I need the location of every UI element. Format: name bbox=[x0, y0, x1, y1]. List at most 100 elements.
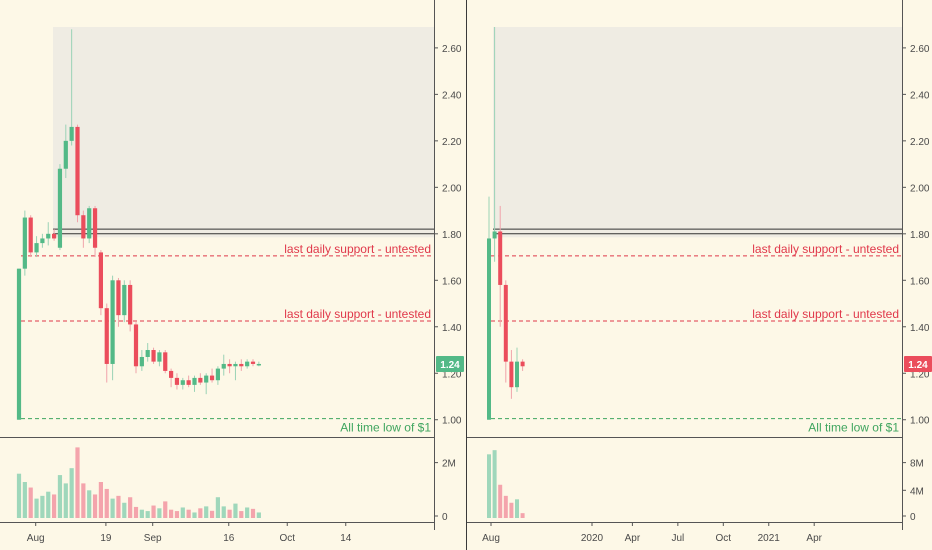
right-candle-body bbox=[487, 238, 491, 420]
right-volume-tick-label: 8M bbox=[910, 459, 924, 470]
left-time-tick-label: Aug bbox=[27, 533, 45, 544]
left-volume-bar bbox=[227, 509, 232, 518]
left-candle-body bbox=[116, 280, 121, 316]
right-volume-tick-label: 4M bbox=[910, 486, 924, 497]
left-volume-tick-label: 2M bbox=[442, 459, 456, 470]
left-annotation-label-0: last daily support - untested bbox=[284, 242, 431, 256]
left-candle-body bbox=[81, 215, 86, 239]
left-candle-body bbox=[169, 370, 174, 378]
left-price-tick-label: 1.20 bbox=[442, 369, 462, 380]
right-price-tick-label: 2.00 bbox=[910, 183, 930, 194]
right-candle-body bbox=[503, 284, 508, 362]
left-candle-body bbox=[110, 280, 115, 364]
left-volume-bar bbox=[151, 505, 156, 518]
left-candle-body bbox=[16, 268, 22, 420]
left-last-price-label: 1.24 bbox=[440, 360, 460, 371]
right-annotation-label-1: last daily support - untested bbox=[752, 307, 899, 321]
right-price-tick-label: 1.00 bbox=[910, 416, 930, 427]
left-time-tick-label: Oct bbox=[279, 533, 295, 544]
left-volume-bar bbox=[250, 508, 256, 518]
left-candle-body bbox=[198, 377, 203, 383]
left-candle-body bbox=[57, 168, 63, 248]
right-volume-bar bbox=[520, 513, 525, 518]
left-volume-bar bbox=[57, 475, 63, 518]
left-candle-body bbox=[174, 377, 180, 385]
left-candle-body bbox=[209, 375, 215, 381]
left-volume-bar bbox=[239, 511, 244, 518]
right-price-tick-label: 2.60 bbox=[910, 44, 930, 55]
left-volume-bar bbox=[139, 509, 144, 518]
left-candle-body bbox=[104, 308, 109, 364]
left-candle-body bbox=[239, 363, 244, 367]
right-candle-body bbox=[515, 361, 519, 388]
left-candle-body bbox=[192, 377, 197, 385]
left-volume-bar bbox=[98, 482, 103, 518]
left-candle-body bbox=[145, 350, 150, 357]
left-volume-bar bbox=[52, 494, 57, 518]
left-volume-tick-label: 0 bbox=[442, 512, 448, 523]
left-volume-bar bbox=[46, 491, 51, 518]
left-time-tick-label: 19 bbox=[100, 533, 112, 544]
left-volume-bar bbox=[180, 507, 185, 518]
left-volume-bar bbox=[215, 497, 220, 518]
left-candle-body bbox=[186, 380, 191, 385]
right-last-price-badge bbox=[904, 355, 932, 372]
left-candle-body bbox=[46, 233, 51, 239]
left-candle-body bbox=[52, 233, 57, 239]
left-volume-bar bbox=[192, 512, 197, 518]
right-time-tick-label: Apr bbox=[625, 533, 641, 544]
left-candle-body bbox=[92, 208, 98, 248]
left-candle-body bbox=[215, 368, 220, 381]
left-volume-bar bbox=[104, 488, 109, 518]
right-volume-bar bbox=[509, 502, 514, 518]
left-volume-bar bbox=[69, 468, 74, 518]
left-candle-body bbox=[139, 356, 144, 367]
left-price-tick-label: 2.60 bbox=[442, 44, 462, 55]
right-candle-body bbox=[509, 361, 514, 388]
left-volume-bar bbox=[157, 508, 162, 518]
left-last-price-badge bbox=[436, 355, 464, 372]
right-time-tick-label: 2021 bbox=[758, 533, 781, 544]
left-volume-bar bbox=[75, 447, 80, 518]
left-candle-body bbox=[233, 363, 238, 367]
left-candle-body bbox=[87, 208, 92, 239]
left-candle-body bbox=[22, 217, 27, 269]
left-volume-bar bbox=[204, 506, 209, 518]
left-volume-bar bbox=[245, 507, 250, 518]
right-price-tick-label: 1.80 bbox=[910, 230, 930, 241]
right-volume-bar bbox=[487, 454, 491, 518]
left-price-tick-label: 2.20 bbox=[442, 137, 462, 148]
left-volume-bar bbox=[110, 498, 115, 518]
left-candle-body bbox=[63, 140, 68, 169]
left-price-tick-label: 2.40 bbox=[442, 90, 462, 101]
left-time-tick-label: 14 bbox=[340, 533, 352, 544]
left-time-tick-label: 16 bbox=[223, 533, 235, 544]
left-volume-bar bbox=[22, 482, 27, 518]
left-candle-body bbox=[221, 363, 226, 369]
left-volume-bar bbox=[163, 501, 168, 518]
right-price-tick-label: 1.60 bbox=[910, 276, 930, 287]
left-candle-body bbox=[204, 375, 209, 383]
left-volume-bar bbox=[221, 506, 226, 518]
left-candle-body bbox=[122, 284, 127, 316]
left-volume-bar bbox=[16, 473, 22, 518]
left-volume-bar bbox=[92, 494, 98, 518]
right-time-tick-label: Apr bbox=[806, 533, 822, 544]
left-candle-body bbox=[250, 361, 256, 364]
left-volume-bar bbox=[81, 483, 86, 518]
left-candle-body bbox=[98, 252, 103, 309]
right-price-tick-label: 1.20 bbox=[910, 369, 930, 380]
left-resistance-zone bbox=[53, 26, 434, 238]
left-candle-body bbox=[128, 284, 133, 325]
right-annotation-label-0: last daily support - untested bbox=[752, 242, 899, 256]
left-volume-bar bbox=[198, 508, 203, 518]
left-price-tick-label: 1.00 bbox=[442, 416, 462, 427]
left-price-tick-label: 1.40 bbox=[442, 323, 462, 334]
left-price-tick-label: 1.80 bbox=[442, 230, 462, 241]
right-price-tick-label: 1.40 bbox=[910, 323, 930, 334]
left-volume-bar bbox=[87, 490, 92, 518]
left-candle-body bbox=[256, 363, 261, 366]
left-volume-bar bbox=[169, 509, 174, 518]
left-candle-body bbox=[151, 350, 156, 362]
left-candle-body bbox=[180, 380, 185, 385]
